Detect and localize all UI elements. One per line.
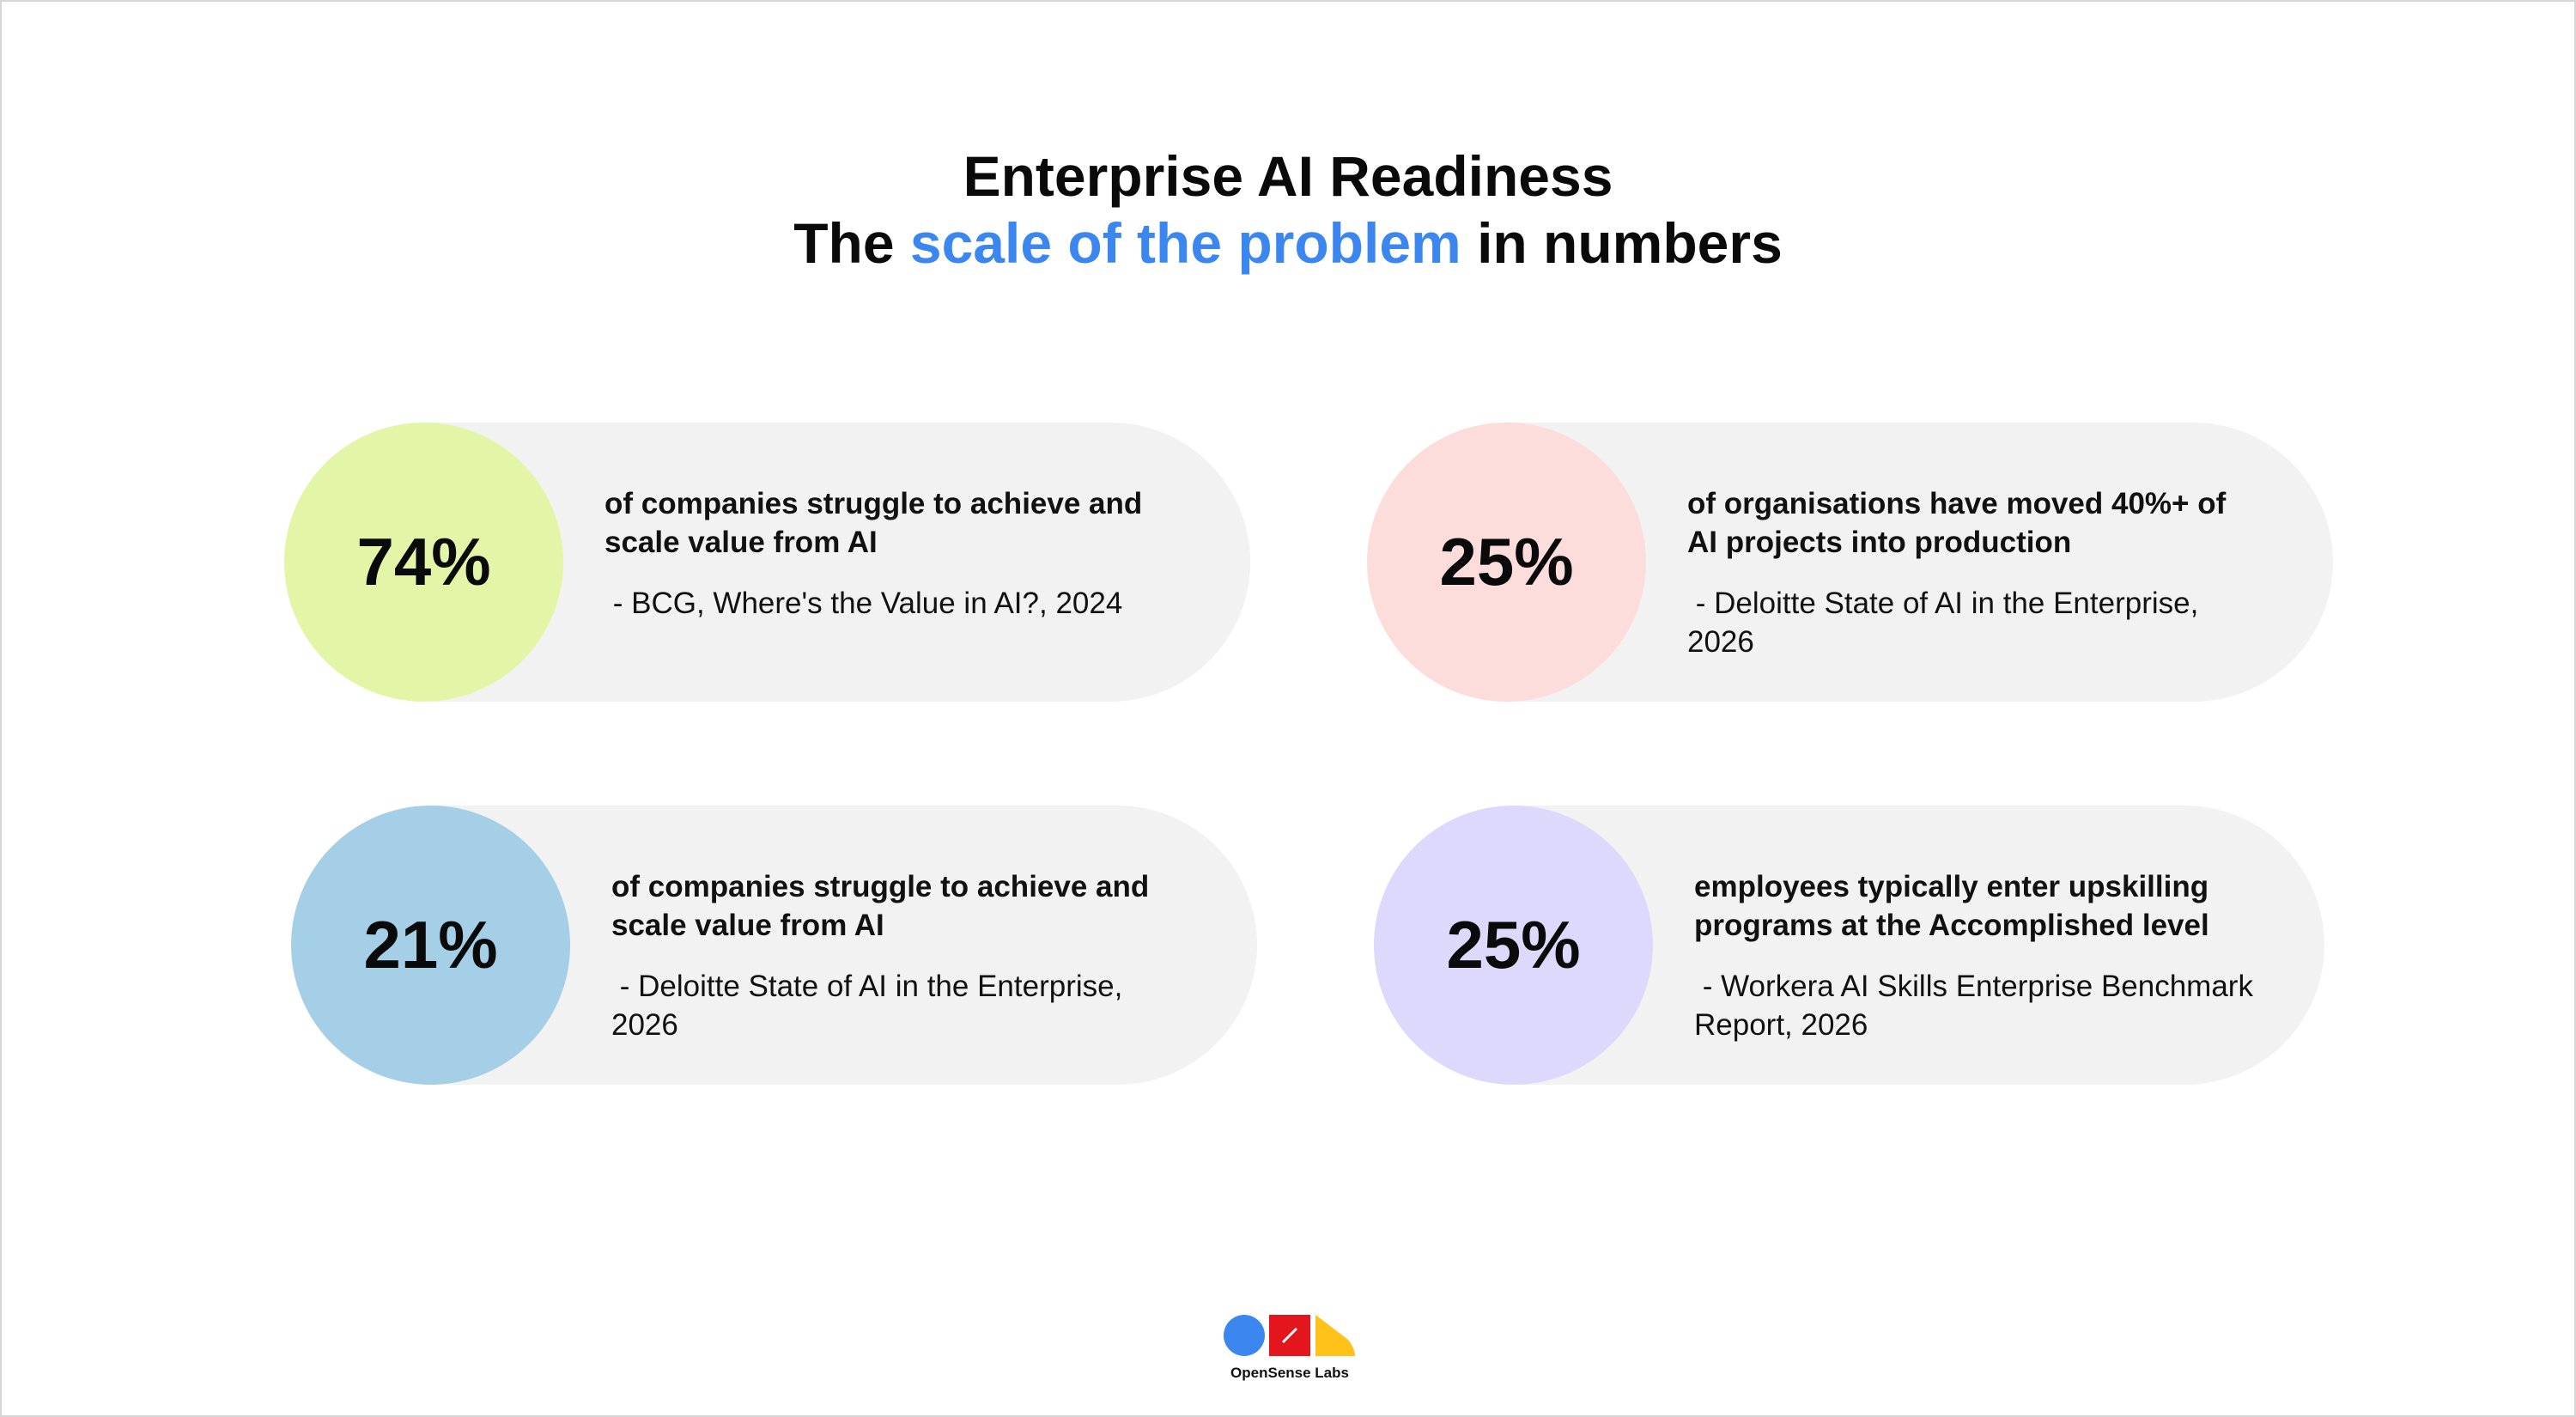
subtitle: The scale of the problem in numbers xyxy=(2,210,2574,276)
stat-card: 25% employees typically enter upskilling… xyxy=(1374,806,2324,1085)
card-text: employees typically enter upskilling pro… xyxy=(1694,867,2261,1044)
source: - Deloitte State of AI in the Enterprise… xyxy=(1687,587,2208,659)
subtitle-part: The xyxy=(793,211,895,275)
subtitle-part: in numbers xyxy=(1477,211,1783,275)
stat-card: 21% of companies struggle to achieve and… xyxy=(291,806,1257,1085)
logo: OpenSense Labs xyxy=(1221,1314,1358,1382)
title: Enterprise AI Readiness xyxy=(963,144,1613,208)
source: - Workera AI Skills Enterprise Benchmark… xyxy=(1694,970,2262,1042)
description: employees typically enter upskilling pro… xyxy=(1694,870,2209,942)
card-text: of companies struggle to achieve and sca… xyxy=(605,484,1171,623)
stat-circle: 25% xyxy=(1367,423,1646,702)
source: - Deloitte State of AI in the Enterprise… xyxy=(611,970,1132,1042)
stat-circle: 21% xyxy=(291,806,570,1085)
card-text: of organisations have moved 40%+ of AI p… xyxy=(1687,484,2254,661)
description: of organisations have moved 40%+ of AI p… xyxy=(1687,487,2227,559)
stat-card: 74% of companies struggle to achieve and… xyxy=(284,423,1250,702)
stat-card: 25% of organisations have moved 40%+ of … xyxy=(1367,423,2333,702)
description: of companies struggle to achieve and sca… xyxy=(605,487,1143,559)
stat-circle: 74% xyxy=(284,423,563,702)
description: of companies struggle to achieve and sca… xyxy=(611,870,1150,942)
logo-icon xyxy=(1224,1315,1355,1356)
stat-circle: 25% xyxy=(1374,806,1653,1085)
card-text: of companies struggle to achieve and sca… xyxy=(611,867,1178,1044)
subtitle-highlight: scale of the problem xyxy=(909,211,1461,275)
logo-text: OpenSense Labs xyxy=(1230,1365,1349,1381)
source: - BCG, Where's the Value in AI?, 2024 xyxy=(605,587,1123,620)
